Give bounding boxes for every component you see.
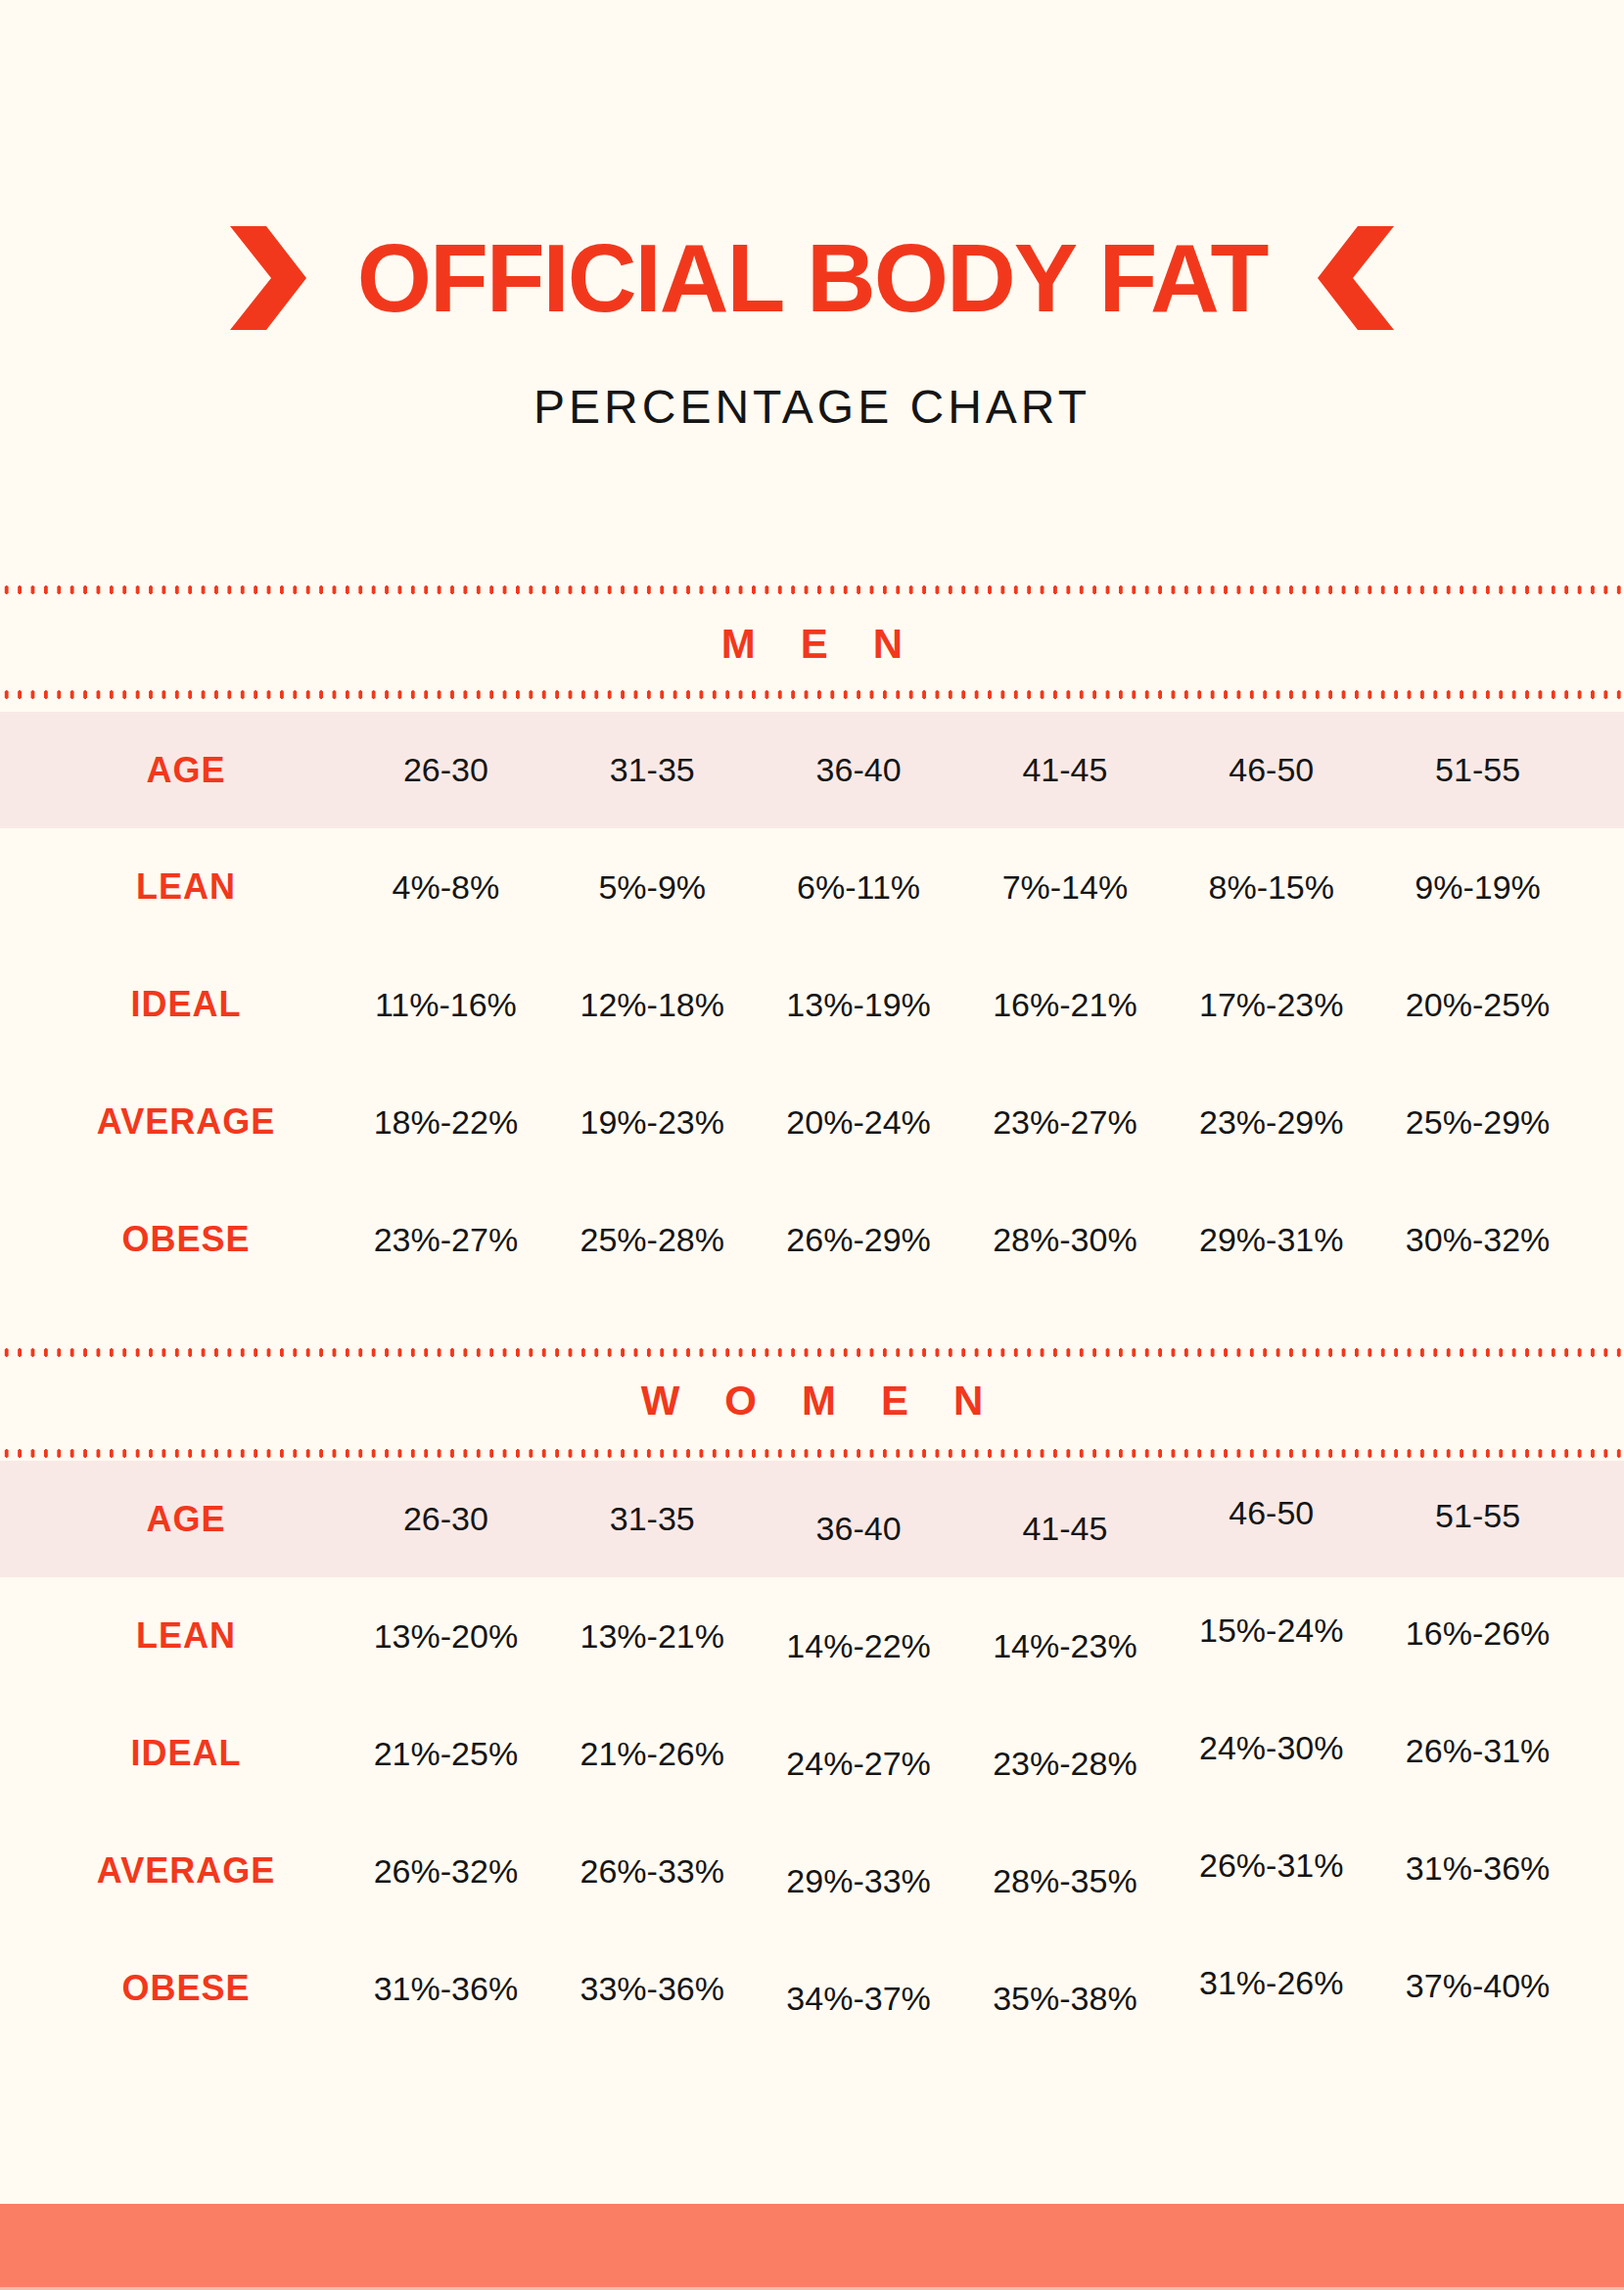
- table-cell: 11%-16%: [343, 986, 549, 1024]
- women-table: AGE 26-30 31-35 36-40 41-45 46-50 51-55 …: [0, 1461, 1624, 2047]
- table-cell: 31%-36%: [1374, 1849, 1581, 1888]
- column-header: 26-30: [343, 751, 549, 789]
- row-label: AVERAGE: [0, 1101, 343, 1143]
- title-row: OFFICIAL BODY FAT: [0, 223, 1624, 333]
- table-cell: 9%-19%: [1374, 868, 1581, 907]
- table-row: LEAN 4%-8% 5%-9% 6%-11% 7%-14% 8%-15% 9%…: [0, 828, 1624, 946]
- table-cell: 23%-29%: [1168, 1103, 1374, 1142]
- table-cell: 23%-27%: [343, 1221, 549, 1259]
- table-cell: 15%-24%: [1168, 1612, 1374, 1650]
- table-cell: 16%-21%: [961, 986, 1168, 1024]
- dotted-divider: [0, 1446, 1624, 1461]
- table-cell: 26%-33%: [549, 1852, 756, 1891]
- row-label: LEAN: [0, 866, 343, 908]
- table-cell: 20%-25%: [1374, 986, 1581, 1024]
- column-header: 36-40: [756, 751, 962, 789]
- table-cell: 13%-20%: [343, 1617, 549, 1656]
- row-label: IDEAL: [0, 984, 343, 1025]
- table-cell: 31%-36%: [343, 1970, 549, 2008]
- section-men: MEN: [0, 583, 1624, 702]
- table-cell: 28%-30%: [961, 1221, 1168, 1259]
- table-cell: 25%-28%: [549, 1221, 756, 1259]
- table-cell: 37%-40%: [1374, 1967, 1581, 2005]
- row-label: LEAN: [0, 1615, 343, 1657]
- column-header: 41-45: [961, 1510, 1168, 1548]
- table-cell: 35%-38%: [961, 1980, 1168, 2018]
- column-header: 26-30: [343, 1500, 549, 1538]
- column-header: 51-55: [1374, 1497, 1581, 1535]
- column-header: 46-50: [1168, 1494, 1374, 1532]
- table-cell: 12%-18%: [549, 986, 756, 1024]
- chevron-left-icon: [1318, 226, 1394, 330]
- column-header: 51-55: [1374, 751, 1581, 789]
- table-cell: 23%-27%: [961, 1103, 1168, 1142]
- table-cell: 34%-37%: [756, 1980, 962, 2018]
- table-cell: 17%-23%: [1168, 986, 1374, 1024]
- column-header: 36-40: [756, 1510, 962, 1548]
- table-cell: 19%-23%: [549, 1103, 756, 1142]
- table-cell: 6%-11%: [756, 868, 962, 907]
- table-cell: 30%-32%: [1374, 1221, 1581, 1259]
- column-header-age: AGE: [0, 1499, 343, 1540]
- dotted-divider: [0, 687, 1624, 702]
- row-label: IDEAL: [0, 1733, 343, 1774]
- table-cell: 31%-26%: [1168, 1964, 1374, 2002]
- table-cell: 24%-30%: [1168, 1729, 1374, 1767]
- table-cell: 20%-24%: [756, 1103, 962, 1142]
- table-cell: 13%-19%: [756, 986, 962, 1024]
- section-women: WOMEN: [0, 1345, 1624, 1461]
- table-row: LEAN 13%-20% 13%-21% 14%-22% 14%-23% 15%…: [0, 1577, 1624, 1695]
- table-cell: 21%-25%: [343, 1735, 549, 1773]
- table-cell: 29%-31%: [1168, 1221, 1374, 1259]
- body-fat-chart-page: OFFICIAL BODY FAT PERCENTAGE CHART MEN A…: [0, 0, 1624, 2290]
- dotted-divider: [0, 1345, 1624, 1360]
- row-label: OBESE: [0, 1219, 343, 1260]
- table-cell: 13%-21%: [549, 1617, 756, 1656]
- table-cell: 26%-31%: [1168, 1846, 1374, 1885]
- table-row: AVERAGE 18%-22% 19%-23% 20%-24% 23%-27% …: [0, 1063, 1624, 1181]
- table-cell: 8%-15%: [1168, 868, 1374, 907]
- row-label: OBESE: [0, 1968, 343, 2009]
- table-cell: 14%-22%: [756, 1627, 962, 1665]
- table-cell: 28%-35%: [961, 1862, 1168, 1900]
- men-table: AGE 26-30 31-35 36-40 41-45 46-50 51-55 …: [0, 712, 1624, 1298]
- section-title-women: WOMEN: [0, 1376, 1624, 1426]
- table-cell: 24%-27%: [756, 1745, 962, 1783]
- table-cell: 4%-8%: [343, 868, 549, 907]
- table-cell: 7%-14%: [961, 868, 1168, 907]
- table-cell: 5%-9%: [549, 868, 756, 907]
- table-row: OBESE 31%-36% 33%-36% 34%-37% 35%-38% 31…: [0, 1930, 1624, 2047]
- table-cell: 14%-23%: [961, 1627, 1168, 1665]
- table-cell: 23%-28%: [961, 1745, 1168, 1783]
- table-cell: 21%-26%: [549, 1735, 756, 1773]
- table-cell: 26%-29%: [756, 1221, 962, 1259]
- table-row: IDEAL 11%-16% 12%-18% 13%-19% 16%-21% 17…: [0, 946, 1624, 1063]
- column-header: 41-45: [961, 751, 1168, 789]
- table-cell: 25%-29%: [1374, 1103, 1581, 1142]
- table-cell: 33%-36%: [549, 1970, 756, 2008]
- chevron-right-icon: [230, 226, 306, 330]
- table-row: AVERAGE 26%-32% 26%-33% 29%-33% 28%-35% …: [0, 1812, 1624, 1930]
- page-title: OFFICIAL BODY FAT: [357, 230, 1268, 326]
- table-cell: 16%-26%: [1374, 1614, 1581, 1653]
- page-subtitle: PERCENTAGE CHART: [0, 380, 1624, 434]
- table-header-row: AGE 26-30 31-35 36-40 41-45 46-50 51-55: [0, 1461, 1624, 1577]
- dotted-divider: [0, 583, 1624, 597]
- section-title-men: MEN: [0, 619, 1624, 670]
- table-cell: 18%-22%: [343, 1103, 549, 1142]
- table-cell: 26%-31%: [1374, 1732, 1581, 1770]
- column-header-age: AGE: [0, 750, 343, 791]
- table-row: IDEAL 21%-25% 21%-26% 24%-27% 23%-28% 24…: [0, 1695, 1624, 1812]
- row-label: AVERAGE: [0, 1850, 343, 1892]
- footer-bar: [0, 2204, 1624, 2290]
- column-header: 46-50: [1168, 751, 1374, 789]
- table-cell: 29%-33%: [756, 1862, 962, 1900]
- column-header: 31-35: [549, 751, 756, 789]
- column-header: 31-35: [549, 1500, 756, 1538]
- table-cell: 26%-32%: [343, 1852, 549, 1891]
- table-row: OBESE 23%-27% 25%-28% 26%-29% 28%-30% 29…: [0, 1181, 1624, 1298]
- table-header-row: AGE 26-30 31-35 36-40 41-45 46-50 51-55: [0, 712, 1624, 828]
